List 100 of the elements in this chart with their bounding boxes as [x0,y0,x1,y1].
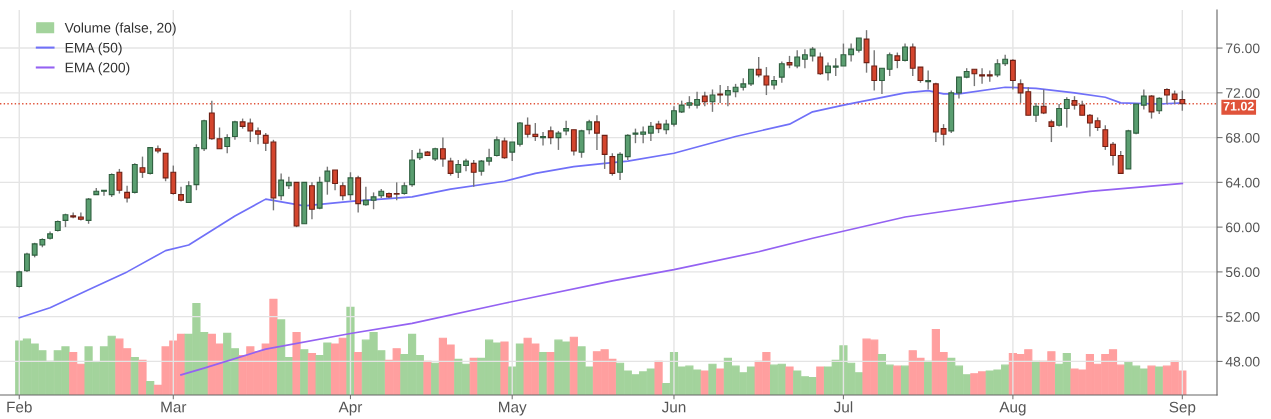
y-tick-label: 72.00 [1226,88,1260,98]
bar [431,362,440,395]
bar [708,363,717,395]
candlestick [1102,124,1109,151]
y-tick-label: 76.00 [1226,43,1260,54]
bar [138,359,147,395]
candlestick [1110,141,1116,167]
candlestick [224,133,231,154]
legend-label: EMA (200) [65,62,130,76]
candlestick [509,141,516,162]
candlestick [709,88,716,113]
candlestick [1148,94,1155,120]
candlestick [801,48,808,69]
candlestick [116,168,123,195]
x-tick-label: Jul [833,401,853,413]
candlestick [1048,118,1055,143]
x-tick-label: Feb [7,401,32,413]
candlestick [817,51,824,76]
bar [654,360,663,395]
candlestick [1033,102,1039,123]
bar [900,365,910,395]
candlestick [85,197,92,225]
candlestick [594,114,600,151]
candlestick [563,120,570,137]
candlestick [278,172,285,201]
candlestick [309,181,315,220]
candlestick [617,151,623,181]
candlestick [671,105,677,128]
legend-label: Volume (false, 20) [64,22,176,36]
candlestick [1040,88,1047,115]
x-tick-label: Mar [161,401,187,413]
y-tick-label: 64.00 [1226,177,1260,188]
candlestick [886,51,893,77]
y-tick-label: 48.00 [1225,356,1260,367]
candlestick [540,131,546,147]
candlestick [324,165,331,196]
candlestick [956,76,962,100]
bar [1155,366,1164,395]
y-tick-label: 56.00 [1225,267,1260,278]
line-series [180,182,1184,376]
candlestick [439,136,446,168]
candlestick [1140,88,1147,111]
legend-label: EMA (50) [65,42,122,56]
candlestick [871,49,878,92]
candlestick [255,126,261,145]
y-tick-label: 60.00 [1226,222,1260,233]
bar [423,360,432,395]
bar [538,352,548,395]
y-tick-label: 52.00 [1225,311,1260,322]
candlestick [347,171,354,201]
candlestick [332,169,339,191]
candlestick [1009,58,1016,91]
candlestick [601,134,608,170]
candlestick [778,60,785,84]
candlestick [863,29,870,74]
candlestick [925,69,932,91]
candlestick [185,180,192,204]
bar [146,380,155,395]
candlestick [493,135,500,158]
candlestick [624,133,631,161]
candlestick [285,176,292,190]
x-tick-label: May [499,401,527,416]
x-tick-label: Sep [1169,401,1196,416]
candlestick [470,159,477,188]
candlestick [1086,113,1093,138]
bar [300,349,309,395]
x-tick-label: Jun [661,401,686,413]
candlestick [516,121,523,148]
candlestick [609,152,616,177]
candlestick [1063,96,1070,129]
candlestick [940,123,947,147]
bar [785,366,794,395]
candlestick [139,155,146,179]
candlestick [362,186,369,207]
bar [354,352,363,395]
bar [893,365,902,395]
candlestick [108,172,115,198]
bar [500,341,509,395]
candlestick [878,67,885,95]
bar [924,360,933,395]
candlestick [724,85,731,107]
bar [816,366,825,395]
candlestick [979,67,986,85]
candlestick [486,148,493,167]
x-tick-label: Apr [338,401,363,416]
ref-line-label: 71.02 [1223,101,1254,111]
bar [716,368,725,395]
candlestick [647,121,654,142]
candlestick [1117,150,1124,175]
candlestick [640,125,647,144]
candlestick [578,129,585,159]
candlestick [555,130,562,151]
y-tick-label: 68.00 [1226,132,1260,143]
candlestick [570,129,577,157]
x-tick-label: Aug [999,401,1026,416]
candlestick [717,84,724,104]
candlestick [501,136,508,160]
candlestick [101,189,107,197]
bar [292,331,301,395]
bar [1147,365,1156,395]
